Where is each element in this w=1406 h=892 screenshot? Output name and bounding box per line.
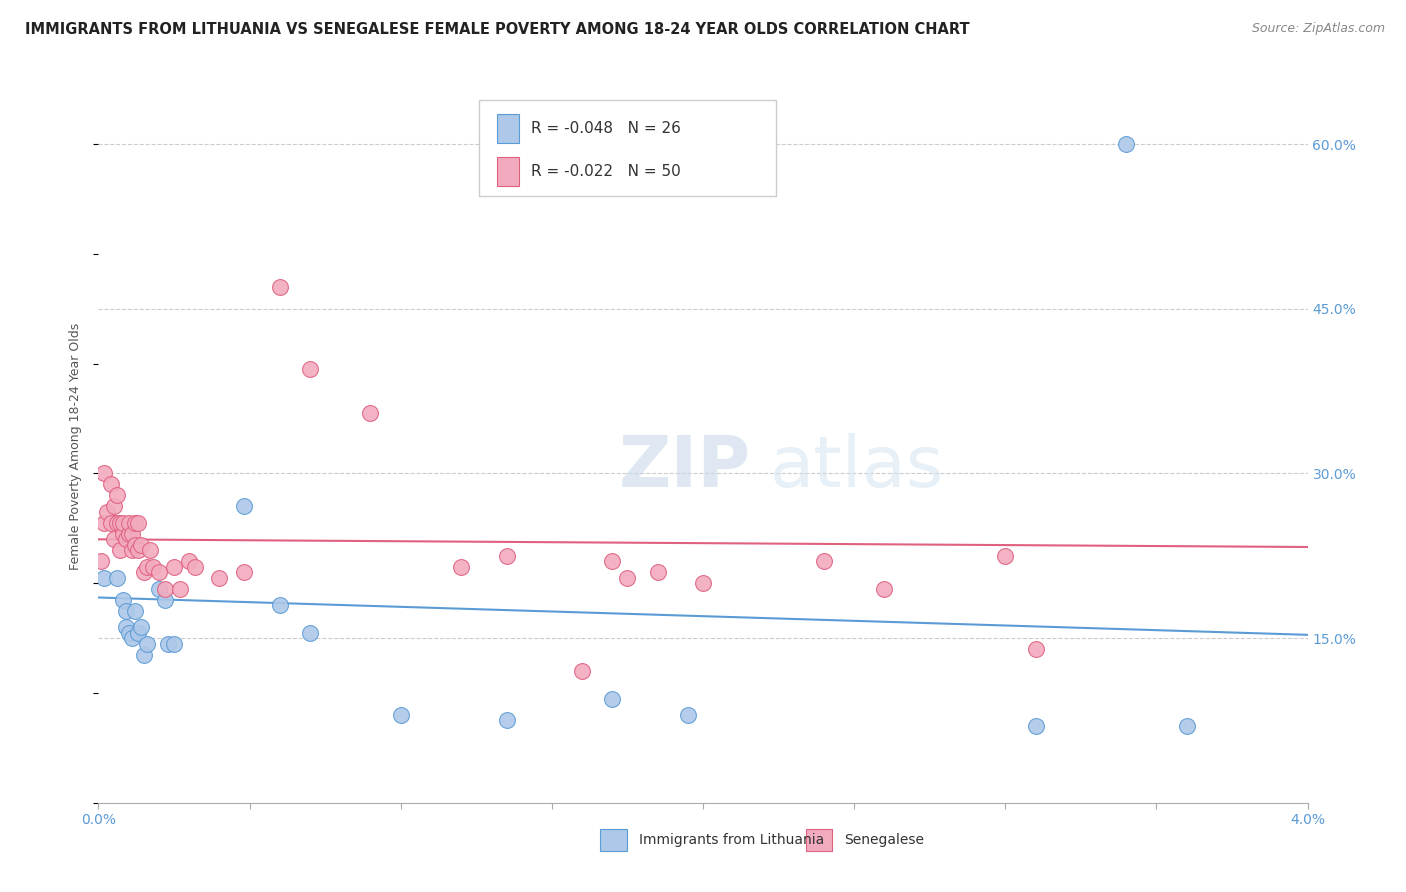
Point <box>96 505 118 519</box>
Point <box>100 516 122 530</box>
Point <box>1025 642 1047 657</box>
Point <box>121 526 143 541</box>
Point <box>118 526 141 541</box>
Bar <box>498 114 519 143</box>
Point <box>994 549 1017 563</box>
Point <box>1025 719 1047 733</box>
Point <box>105 571 128 585</box>
Point <box>114 604 136 618</box>
Point <box>139 543 162 558</box>
Text: atlas: atlas <box>769 433 943 502</box>
Point <box>571 664 593 678</box>
Point <box>1115 137 1137 152</box>
Point <box>1175 719 1198 733</box>
Point <box>135 637 157 651</box>
Point <box>118 516 141 530</box>
Point <box>495 549 517 563</box>
Point <box>111 592 134 607</box>
Point <box>142 559 165 574</box>
Point <box>169 582 191 596</box>
Point <box>127 625 149 640</box>
Point <box>127 516 149 530</box>
Text: IMMIGRANTS FROM LITHUANIA VS SENEGALESE FEMALE POVERTY AMONG 18-24 YEAR OLDS COR: IMMIGRANTS FROM LITHUANIA VS SENEGALESE … <box>25 22 970 37</box>
Point <box>269 280 291 294</box>
Point <box>132 566 155 580</box>
Point <box>127 543 149 558</box>
Point <box>232 500 254 514</box>
Point <box>873 582 896 596</box>
Point <box>148 582 170 596</box>
Point <box>135 559 157 574</box>
Point <box>129 538 152 552</box>
Point <box>103 500 125 514</box>
Point <box>93 571 115 585</box>
Point <box>692 576 714 591</box>
Point <box>148 566 170 580</box>
Point <box>124 604 146 618</box>
Bar <box>498 157 519 186</box>
Point <box>108 516 131 530</box>
FancyBboxPatch shape <box>479 100 776 196</box>
Text: Immigrants from Lithuania: Immigrants from Lithuania <box>638 833 824 847</box>
Text: R = -0.048   N = 26: R = -0.048 N = 26 <box>531 121 681 136</box>
Bar <box>600 830 627 851</box>
Point <box>208 571 231 585</box>
Point <box>105 488 128 502</box>
Point <box>184 559 207 574</box>
Point <box>100 477 122 491</box>
Point <box>676 708 699 723</box>
Point <box>299 362 322 376</box>
Point <box>602 691 624 706</box>
Point <box>179 554 201 568</box>
Point <box>90 554 112 568</box>
Point <box>163 637 186 651</box>
Point <box>118 625 141 640</box>
Point <box>813 554 835 568</box>
Point <box>111 526 134 541</box>
Point <box>121 631 143 645</box>
Text: ZIP: ZIP <box>619 433 751 502</box>
Point <box>114 620 136 634</box>
Point <box>299 625 322 640</box>
Point <box>616 571 638 585</box>
Y-axis label: Female Poverty Among 18-24 Year Olds: Female Poverty Among 18-24 Year Olds <box>69 322 83 570</box>
Bar <box>806 830 832 851</box>
Point <box>647 566 669 580</box>
Text: R = -0.022   N = 50: R = -0.022 N = 50 <box>531 164 681 178</box>
Point <box>389 708 412 723</box>
Point <box>124 538 146 552</box>
Point <box>93 467 115 481</box>
Point <box>153 582 176 596</box>
Point <box>114 533 136 547</box>
Point <box>124 516 146 530</box>
Text: Senegalese: Senegalese <box>845 833 925 847</box>
Point <box>132 648 155 662</box>
Point <box>103 533 125 547</box>
Point <box>129 620 152 634</box>
Point <box>232 566 254 580</box>
Point <box>105 516 128 530</box>
Point <box>121 543 143 558</box>
Point <box>602 554 624 568</box>
Point <box>163 559 186 574</box>
Point <box>156 637 179 651</box>
Point <box>450 559 472 574</box>
Point <box>360 406 382 420</box>
Point <box>153 592 176 607</box>
Text: Source: ZipAtlas.com: Source: ZipAtlas.com <box>1251 22 1385 36</box>
Point <box>108 543 131 558</box>
Point <box>495 714 517 728</box>
Point <box>269 598 291 612</box>
Point <box>111 516 134 530</box>
Point <box>93 516 115 530</box>
